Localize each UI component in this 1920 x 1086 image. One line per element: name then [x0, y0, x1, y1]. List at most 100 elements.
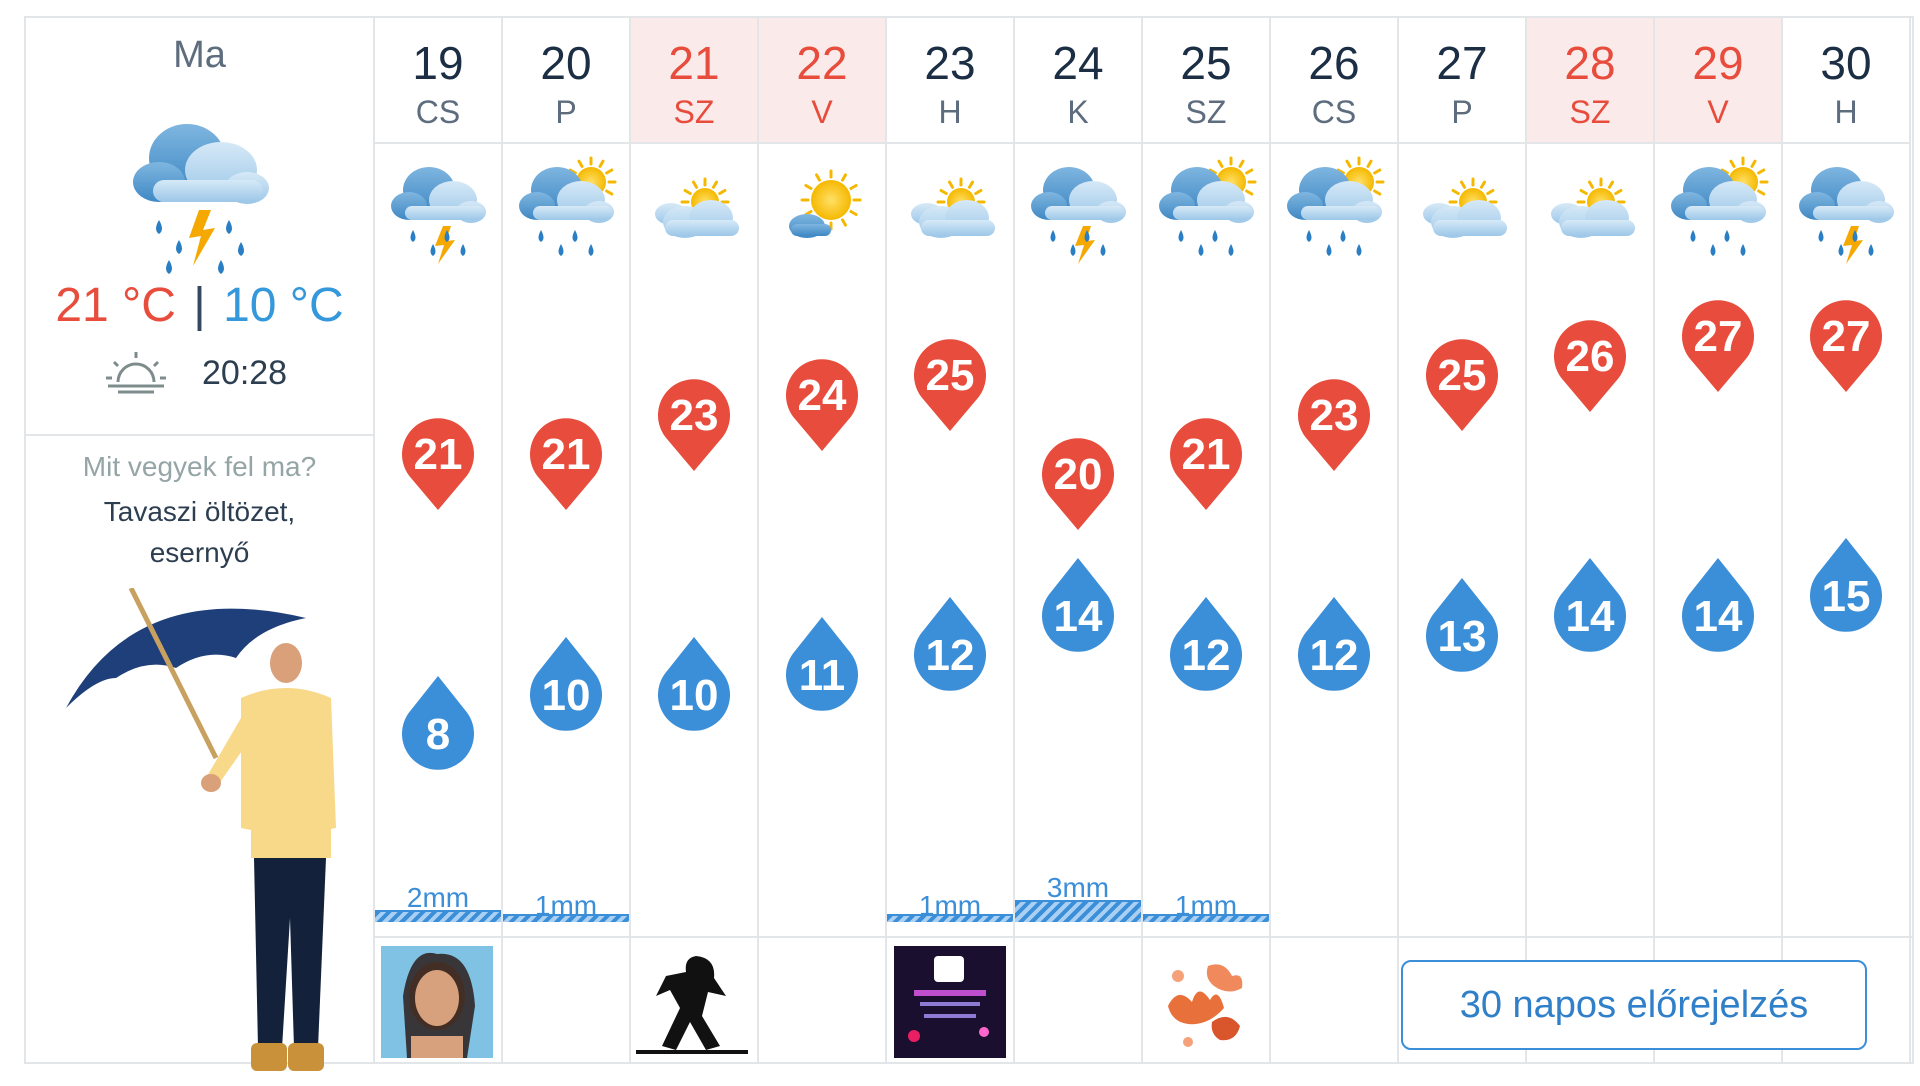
- day-number: 30: [1820, 37, 1872, 89]
- day-header: 22 V: [759, 18, 885, 144]
- sun-cloud-rain-icon: [519, 156, 617, 256]
- day-number: 29: [1692, 37, 1744, 89]
- day-number: 22: [796, 37, 848, 89]
- day-number: 19: [412, 37, 464, 89]
- day-column[interactable]: 29 V 27 14: [1655, 18, 1783, 1062]
- max-temp-value: 27: [1693, 312, 1743, 361]
- day-header: 29 V: [1655, 18, 1781, 144]
- day-header: 28 SZ: [1527, 18, 1653, 144]
- day-column[interactable]: 25 SZ 21 12 1mm: [1143, 18, 1271, 1062]
- day-name: V: [811, 94, 833, 130]
- event-poster-thumbnail[interactable]: [894, 946, 1006, 1058]
- max-temp-pin: 25: [907, 333, 993, 433]
- day-number: 26: [1308, 37, 1360, 89]
- min-temp-value: 15: [1821, 572, 1871, 622]
- day-header: 24 K: [1015, 18, 1141, 144]
- today-temperatures: 21 °C | 10 °C: [26, 278, 373, 333]
- day-column[interactable]: 28 SZ 26 14: [1527, 18, 1655, 1062]
- sunset-time: 20:28: [202, 354, 288, 392]
- min-temp-value: 12: [1181, 631, 1231, 681]
- day-number: 24: [1052, 37, 1104, 89]
- woman-portrait-thumbnail[interactable]: [381, 946, 493, 1058]
- day-column[interactable]: 27 P 25 13: [1399, 18, 1527, 1062]
- precipitation-fill: [1143, 914, 1269, 922]
- min-temp-value: 10: [541, 670, 591, 720]
- day-number: 23: [924, 37, 976, 89]
- person-with-umbrella-illustration: [66, 588, 336, 1071]
- day-name: P: [1451, 94, 1473, 130]
- min-temp-drop: 11: [779, 615, 865, 715]
- day-column[interactable]: 24 K 20 14 3mm: [1015, 18, 1143, 1062]
- max-temp-value: 23: [1309, 390, 1359, 440]
- precipitation-bar: 1mm: [887, 890, 1013, 922]
- precipitation-bar: 3mm: [1015, 872, 1141, 922]
- day-header: 20 P: [503, 18, 629, 144]
- day-column[interactable]: 20 P 21 10 1mm: [503, 18, 631, 1062]
- day-column[interactable]: 26 CS 23 12: [1271, 18, 1399, 1062]
- max-temp-pin: 20: [1035, 432, 1121, 532]
- max-temp-value: 21: [413, 430, 463, 480]
- day-name: SZ: [1569, 94, 1611, 130]
- sun-cloud-rain-icon: [1159, 156, 1257, 256]
- day-number: 20: [540, 37, 592, 89]
- day-number: 27: [1436, 37, 1488, 89]
- max-temp-pin: 21: [395, 412, 481, 512]
- wear-question: Mit vegyek fel ma?: [82, 451, 317, 482]
- day-column[interactable]: 19 CS 21 8 2mm: [375, 18, 503, 1062]
- day-column[interactable]: 30 H 27 15: [1783, 18, 1911, 1062]
- max-temp-pin: 23: [1291, 373, 1377, 473]
- max-temp-value: 21: [541, 430, 591, 480]
- day-header: 27 P: [1399, 18, 1525, 144]
- max-temp-value: 21: [1181, 430, 1231, 480]
- wear-answer: Tavaszi öltözet, esernyő: [103, 496, 296, 568]
- max-temp-pin: 21: [1163, 412, 1249, 512]
- today-summary: Ma 21 °C | 10 °C: [26, 18, 373, 436]
- max-temp-pin: 21: [523, 412, 609, 512]
- precipitation-fill: [1015, 900, 1141, 922]
- min-temp-drop: 10: [523, 635, 609, 735]
- temp-separator: |: [193, 279, 206, 332]
- min-temp-value: 8: [425, 710, 451, 759]
- min-temp-value: 10: [669, 670, 719, 720]
- day-column[interactable]: 21 SZ 23 10: [631, 18, 759, 1062]
- max-temp-pin: 27: [1675, 294, 1761, 394]
- partly-cloudy-icon: [655, 177, 739, 238]
- max-temp-value: 27: [1821, 312, 1871, 361]
- divider: [375, 936, 1914, 938]
- autumn-leaves-thumbnail[interactable]: [1148, 946, 1260, 1058]
- sunset-icon: [106, 352, 166, 394]
- 30-day-forecast-button[interactable]: 30 napos előrejelzés: [1401, 960, 1867, 1050]
- max-temp-pin: 23: [651, 373, 737, 473]
- today-min-temp: 10 °C: [223, 279, 344, 332]
- max-temp-value: 24: [797, 371, 847, 421]
- precipitation-fill: [503, 914, 629, 922]
- min-temp-drop: 12: [1163, 595, 1249, 695]
- partly-cloudy-icon: [1423, 177, 1507, 238]
- min-temp-value: 12: [925, 631, 975, 681]
- max-temp-value: 26: [1565, 331, 1615, 381]
- min-temp-value: 11: [798, 650, 846, 700]
- precipitation-amount: 3mm: [1046, 872, 1110, 903]
- day-header: 19 CS: [375, 18, 501, 144]
- max-temp-pin: 27: [1803, 294, 1889, 394]
- min-temp-drop: 12: [1291, 595, 1377, 695]
- min-temp-drop: 13: [1419, 576, 1505, 676]
- thunderstorm-rain-icon: [133, 124, 269, 274]
- day-number: 25: [1180, 37, 1232, 89]
- silhouette-thumbnail[interactable]: [636, 946, 748, 1058]
- day-name: K: [1067, 94, 1089, 130]
- day-number: 28: [1564, 37, 1616, 89]
- max-temp-value: 25: [925, 351, 975, 401]
- day-name: H: [938, 94, 962, 130]
- max-temp-value: 23: [669, 390, 719, 440]
- min-temp-value: 14: [1565, 591, 1615, 641]
- min-temp-value: 13: [1437, 611, 1487, 661]
- max-temp-value: 20: [1053, 449, 1103, 499]
- day-column[interactable]: 22 V 24 11: [759, 18, 887, 1062]
- day-name: CS: [415, 94, 461, 130]
- day-header: 26 CS: [1271, 18, 1397, 144]
- sunset-row: 20:28: [26, 348, 373, 408]
- day-header: 21 SZ: [631, 18, 757, 144]
- today-max-temp: 21 °C: [55, 279, 176, 332]
- day-column[interactable]: 23 H 25 12 1mm: [887, 18, 1015, 1062]
